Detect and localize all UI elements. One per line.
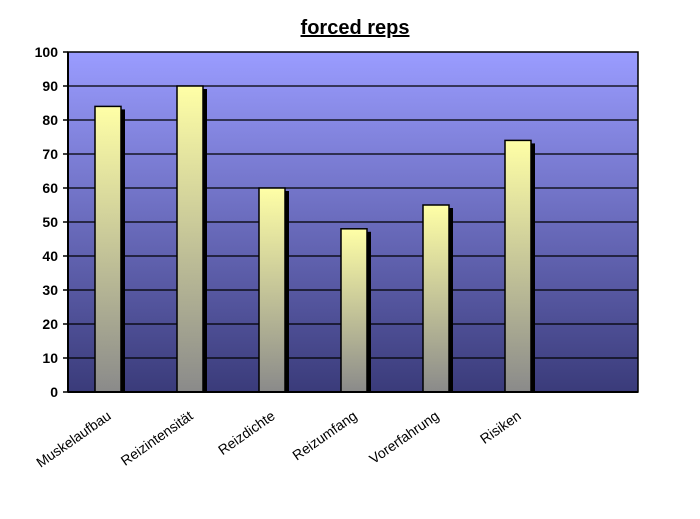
y-tick-label: 40 xyxy=(42,248,58,264)
y-tick-label: 10 xyxy=(42,350,58,366)
gridlines xyxy=(68,85,638,359)
bar xyxy=(340,228,368,393)
x-tick-label: Muskelaufbau xyxy=(33,407,114,470)
y-tick-label: 50 xyxy=(42,214,58,230)
x-axis-labels: Muskelaufbau Reizintensität Reizdichte Reiz… xyxy=(33,407,524,470)
x-tick-label: Reizumfang xyxy=(289,407,359,463)
y-tick-label: 90 xyxy=(42,78,58,94)
y-tick-label: 0 xyxy=(50,384,58,400)
bar xyxy=(504,139,532,393)
x-tick-label: Risiken xyxy=(477,407,524,446)
y-axis-ticks: 0 10 20 30 40 50 60 70 80 90 100 xyxy=(35,44,68,400)
x-tick-label: Vorerfahrung xyxy=(366,407,441,467)
y-tick-label: 30 xyxy=(42,282,58,298)
y-tick-label: 70 xyxy=(42,146,58,162)
x-tick-label: Reizdichte xyxy=(215,407,278,458)
x-tick-label: Reizintensität xyxy=(118,407,196,468)
y-tick-label: 60 xyxy=(42,180,58,196)
y-tick-label: 80 xyxy=(42,112,58,128)
bar xyxy=(422,204,450,393)
bar xyxy=(176,85,204,393)
chart-title: forced reps xyxy=(301,17,410,39)
y-tick-label: 100 xyxy=(35,44,59,60)
bar xyxy=(258,187,286,393)
bar xyxy=(94,105,122,393)
y-tick-label: 20 xyxy=(42,316,58,332)
